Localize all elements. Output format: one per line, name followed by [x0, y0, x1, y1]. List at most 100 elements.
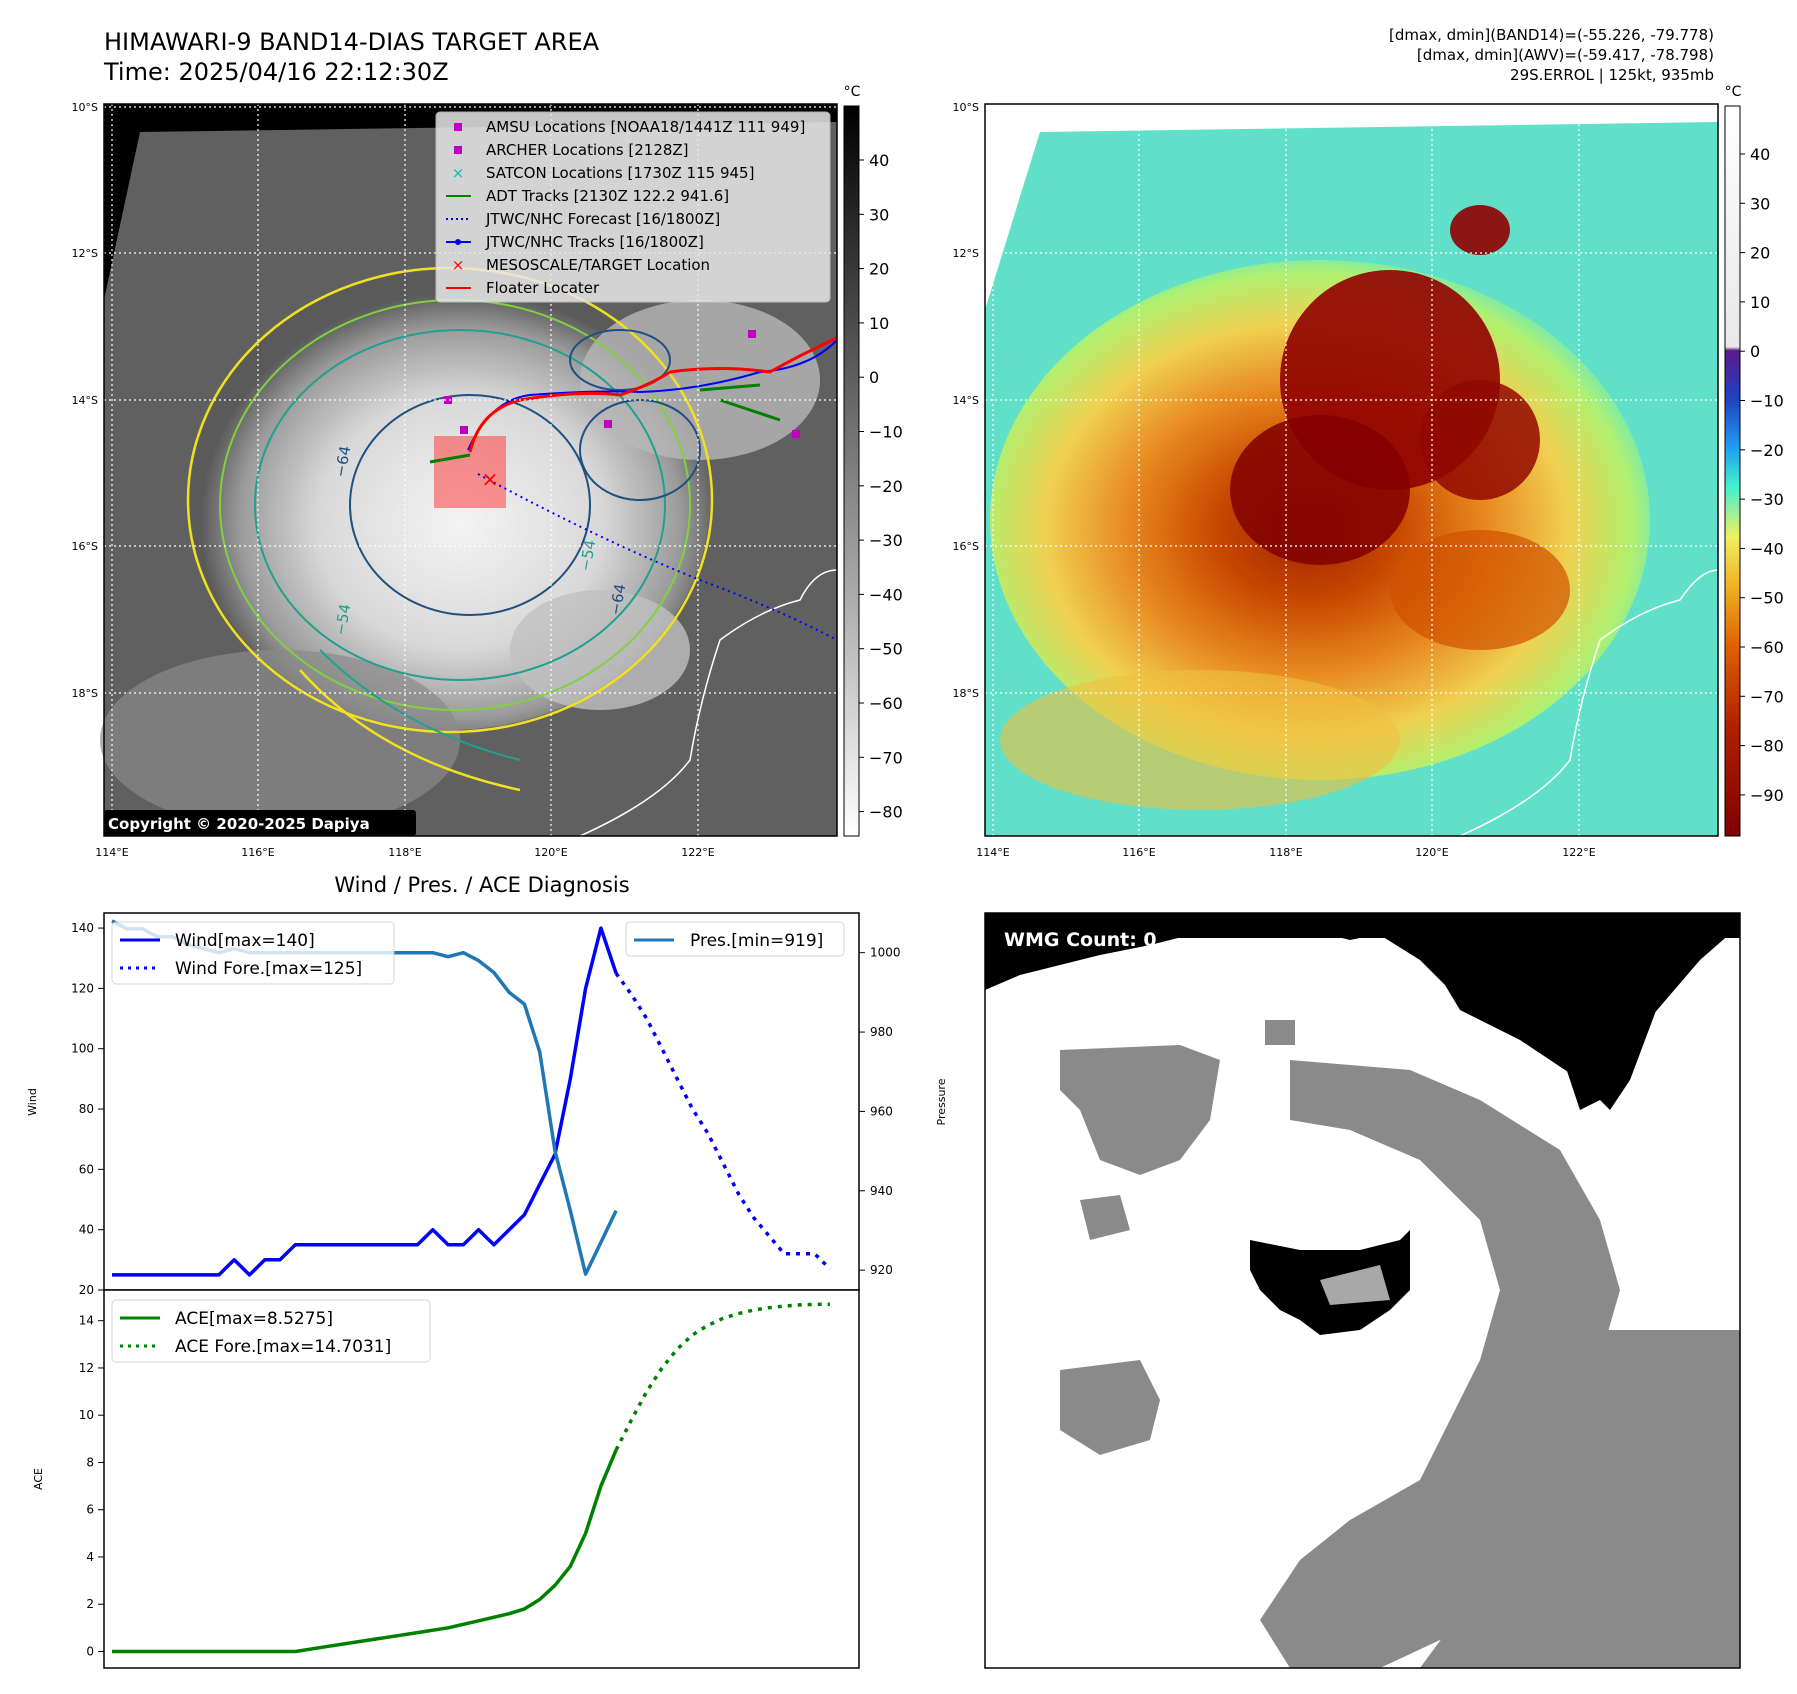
- color-colorbar-unit: °C: [1725, 84, 1742, 100]
- colorbar-tick-label: 40: [869, 151, 889, 170]
- colorbar-tick-label: −10: [1750, 392, 1784, 411]
- pressure-axis-label: Pressure: [935, 1078, 948, 1125]
- storm-info: 29S.ERROL | 125kt, 935mb: [1510, 66, 1714, 84]
- lon-tick-label: 116°E: [1122, 846, 1155, 859]
- series-line: [112, 1449, 618, 1654]
- legend-marker: [454, 146, 462, 154]
- figure-time: Time: 2025/04/16 22:12:30Z: [103, 58, 449, 86]
- legend-entry: JTWC/NHC Tracks [16/1800Z]: [485, 233, 704, 251]
- legend-pressure: Pres.[min=919]: [690, 931, 823, 951]
- colorbar-tick-label: 20: [1750, 244, 1770, 263]
- lat-tick-label: 12°S: [953, 247, 979, 260]
- contour-label: −54: [576, 538, 599, 572]
- wind-axis-label: Wind: [26, 1088, 39, 1116]
- ace-tick-label: 2: [86, 1597, 94, 1611]
- colorbar-tick-label: −80: [1750, 737, 1784, 756]
- contour-label: −64: [331, 444, 354, 478]
- legend-wind-forecast: Wind Fore.[max=125]: [175, 959, 362, 979]
- archer-marker: [604, 420, 612, 428]
- ace-axis-label: ACE: [32, 1468, 45, 1490]
- legend-entry: ARCHER Locations [2128Z]: [486, 141, 689, 159]
- jtwc-forecast-track: [477, 473, 838, 641]
- lon-tick-label: 118°E: [388, 846, 421, 859]
- legend-marker: [454, 123, 462, 131]
- ir-colorbar-unit: °C: [844, 84, 861, 100]
- lon-tick-label: 114°E: [95, 846, 128, 859]
- lat-tick-label: 14°S: [953, 394, 979, 407]
- pressure-tick-label: 980: [870, 1025, 893, 1039]
- legend-wind: Wind[max=140]: [175, 931, 315, 951]
- colorbar-tick-label: −60: [869, 694, 903, 713]
- ir-map-panel: −64 −54 −54 −64 ×: [72, 84, 903, 859]
- legend-marker: ×: [452, 164, 465, 182]
- dmax-band14: [dmax, dmin](BAND14)=(-55.226, -79.778): [1389, 26, 1714, 44]
- wind-tick-label: 140: [71, 921, 94, 935]
- ir-colorbar: [843, 105, 860, 837]
- lat-tick-label: 14°S: [72, 394, 98, 407]
- color-map-panel: °C 403020100−10−20−30−40−50−60−70−80−90 …: [953, 84, 1784, 859]
- archer-marker: [460, 426, 468, 434]
- legend-entry: MESOSCALE/TARGET Location: [486, 256, 710, 274]
- wmg-count: WMG Count: 0: [1004, 929, 1157, 951]
- pressure-tick-label: 1000: [870, 946, 901, 960]
- ace-legend: ACE[max=8.5275] ACE Fore.[max=14.7031]: [111, 1299, 431, 1363]
- colorbar-tick-label: 40: [1750, 145, 1770, 164]
- ace-tick-label: 14: [79, 1314, 94, 1328]
- lat-tick-label: 16°S: [953, 540, 979, 553]
- wind-tick-label: 120: [71, 981, 94, 995]
- lat-tick-label: 18°S: [72, 687, 98, 700]
- colorbar-tick-label: −20: [869, 477, 903, 496]
- coastline: [579, 569, 838, 837]
- pressure-tick-label: 960: [870, 1104, 893, 1118]
- lon-tick-label: 114°E: [976, 846, 1009, 859]
- adt-track: [429, 383, 781, 464]
- colorbar-tick-label: −70: [1750, 687, 1784, 706]
- wind-tick-label: 60: [79, 1162, 94, 1176]
- color-colorbar: [1724, 105, 1741, 837]
- colorbar-tick-label: −30: [1750, 490, 1784, 509]
- colorbar-tick-label: 20: [869, 260, 889, 279]
- wind-legend-right: Pres.[min=919]: [625, 921, 845, 957]
- lon-tick-label: 116°E: [241, 846, 274, 859]
- wind-tick-label: 100: [71, 1042, 94, 1056]
- lon-tick-label: 122°E: [681, 846, 714, 859]
- legend-entry: SATCON Locations [1730Z 115 945]: [486, 164, 754, 182]
- colorbar-tick-label: 0: [869, 368, 879, 387]
- colorbar-tick-label: −90: [1750, 786, 1784, 805]
- colorbar-tick-label: −40: [1750, 539, 1784, 558]
- colorbar-tick-label: 10: [869, 314, 889, 333]
- ace-chart: ACE 0 2 4 6 8 10 12 14 ACE[max=8.5275] ACE Fore…: [32, 1289, 860, 1669]
- ir-legend: AMSU Locations [NOAA18/1441Z 111 949] ARC…: [435, 111, 831, 303]
- archer-marker: [792, 430, 800, 438]
- ace-tick-label: 4: [86, 1550, 94, 1564]
- colorbar-tick-label: −80: [869, 803, 903, 822]
- lat-tick-label: 10°S: [72, 101, 98, 114]
- legend-entry: ADT Tracks [2130Z 122.2 941.6]: [486, 187, 729, 205]
- lon-tick-label: 120°E: [534, 846, 567, 859]
- ace-tick-label: 8: [86, 1455, 94, 1469]
- legend-entry: Floater Locater: [486, 279, 600, 297]
- colorbar-tick-label: 10: [1750, 293, 1770, 312]
- coastline: [1459, 569, 1719, 837]
- colorbar-tick-label: 0: [1750, 342, 1760, 361]
- floater-track: [468, 336, 838, 453]
- amsu-marker: [444, 396, 452, 404]
- ace-tick-label: 0: [86, 1644, 94, 1658]
- figure-title: HIMAWARI-9 BAND14-DIAS TARGET AREA: [104, 28, 600, 56]
- series-line: [112, 926, 618, 1277]
- lat-tick-label: 10°S: [953, 101, 979, 114]
- wind-legend-left: Wind[max=140] Wind Fore.[max=125]: [111, 921, 395, 985]
- lon-tick-label: 122°E: [1562, 846, 1595, 859]
- pressure-tick-label: 920: [870, 1263, 893, 1277]
- lat-tick-label: 16°S: [72, 540, 98, 553]
- colorbar-tick-label: 30: [1750, 194, 1770, 213]
- archer-marker: [748, 330, 756, 338]
- legend-marker: ×: [452, 256, 465, 274]
- lon-tick-label: 120°E: [1415, 846, 1448, 859]
- legend-ace-forecast: ACE Fore.[max=14.7031]: [175, 1337, 391, 1357]
- colorbar-tick-label: −10: [869, 423, 903, 442]
- color-gridlines: [985, 104, 1718, 836]
- wind-pressure-chart: Wind / Pres. / ACE Diagnosis Wind Pressu…: [26, 873, 948, 1297]
- contour-label: −64: [606, 582, 629, 616]
